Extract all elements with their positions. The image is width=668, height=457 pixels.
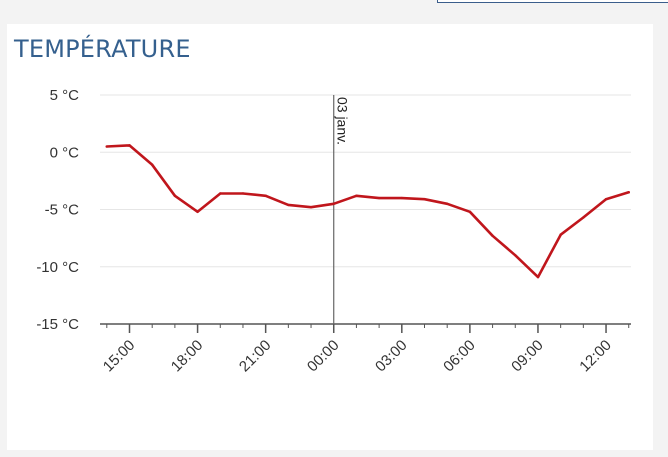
data-point <box>604 197 608 201</box>
x-tick-label: 06:00 <box>440 337 479 376</box>
data-point <box>559 233 562 236</box>
data-point <box>536 275 540 279</box>
data-point <box>468 210 472 213</box>
x-tick-label: 18:00 <box>168 337 207 376</box>
data-point <box>355 194 358 197</box>
data-point <box>241 192 245 195</box>
data-point <box>287 203 290 207</box>
data-point <box>196 210 199 213</box>
x-tick-label: 03:00 <box>372 337 411 376</box>
x-tick-label: 21:00 <box>236 337 275 376</box>
data-point <box>173 194 177 197</box>
temperature-series-line <box>105 144 631 279</box>
data-point <box>514 254 517 257</box>
data-point <box>582 216 585 219</box>
date-marker-label: 03 janv. <box>335 97 351 145</box>
x-tick-label: 09:00 <box>508 337 547 376</box>
data-point <box>128 144 131 147</box>
data-point <box>309 206 313 209</box>
x-tick-label: 15:00 <box>100 337 139 376</box>
data-point <box>627 191 630 194</box>
temperature-card: TEMPÉRATURE 5 °C 0 °C -5 °C -10 °C -15 °C 15:… <box>7 24 653 450</box>
data-point <box>377 196 381 200</box>
top-strip <box>0 0 668 24</box>
data-point <box>423 197 426 201</box>
temperature-chart: 5 °C 0 °C -5 °C -10 °C -15 °C 15:00 18:00 21:00… <box>36 87 631 376</box>
data-point <box>105 145 109 148</box>
data-point <box>150 163 154 167</box>
data-point <box>491 234 494 238</box>
data-point <box>332 202 335 205</box>
x-tick-label: 00:00 <box>304 337 343 376</box>
top-tab[interactable] <box>437 0 668 3</box>
data-point <box>400 196 404 200</box>
y-tick-label: -15 °C <box>36 316 79 333</box>
y-tick-label: 5 °C <box>50 87 80 104</box>
x-tick-label: 12:00 <box>576 337 615 376</box>
y-tick-label: -10 °C <box>36 259 79 276</box>
data-point <box>445 202 449 205</box>
y-tick-label: 0 °C <box>50 144 80 161</box>
chart-title: TEMPÉRATURE <box>14 35 191 63</box>
data-point <box>264 194 267 197</box>
data-point <box>219 192 222 195</box>
y-tick-label: -5 °C <box>45 202 80 219</box>
